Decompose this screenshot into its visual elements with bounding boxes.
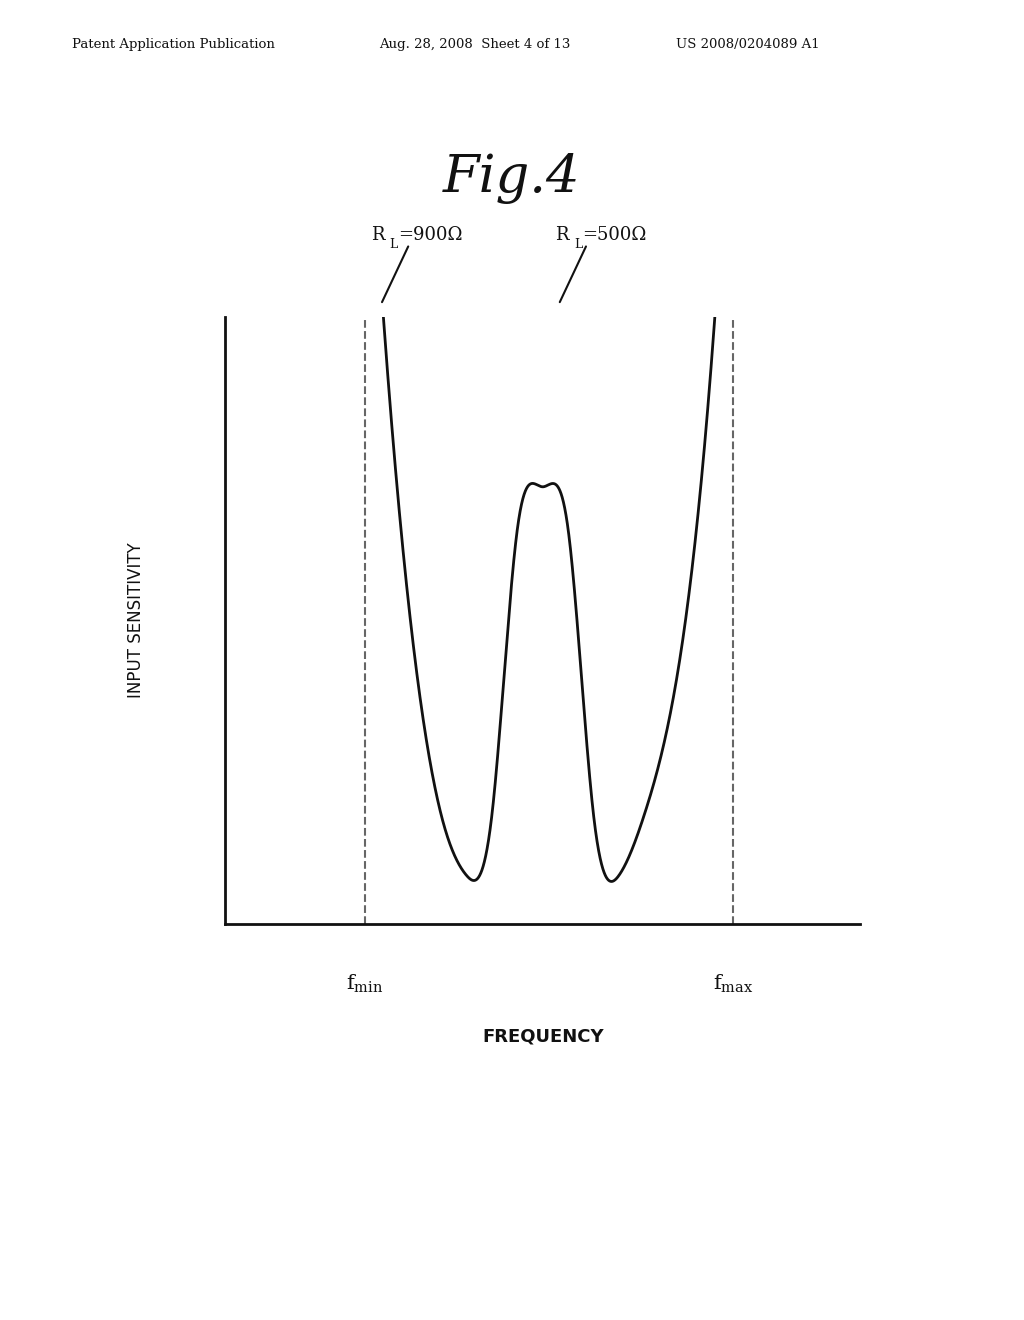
Text: US 2008/0204089 A1: US 2008/0204089 A1 — [676, 37, 819, 50]
Text: R: R — [555, 226, 569, 244]
Text: =900Ω: =900Ω — [398, 226, 463, 244]
Text: Aug. 28, 2008  Sheet 4 of 13: Aug. 28, 2008 Sheet 4 of 13 — [379, 37, 570, 50]
Text: R: R — [372, 226, 385, 244]
Text: Patent Application Publication: Patent Application Publication — [72, 37, 274, 50]
Text: L: L — [573, 238, 582, 251]
Text: L: L — [390, 238, 398, 251]
Text: =500Ω: =500Ω — [582, 226, 646, 244]
Text: f$_\mathregular{min}$: f$_\mathregular{min}$ — [346, 973, 384, 995]
Text: f$_\mathregular{max}$: f$_\mathregular{max}$ — [713, 973, 754, 995]
Text: Fig.4: Fig.4 — [443, 153, 581, 203]
Text: INPUT SENSITIVITY: INPUT SENSITIVITY — [127, 543, 145, 698]
Text: FREQUENCY: FREQUENCY — [482, 1027, 603, 1045]
